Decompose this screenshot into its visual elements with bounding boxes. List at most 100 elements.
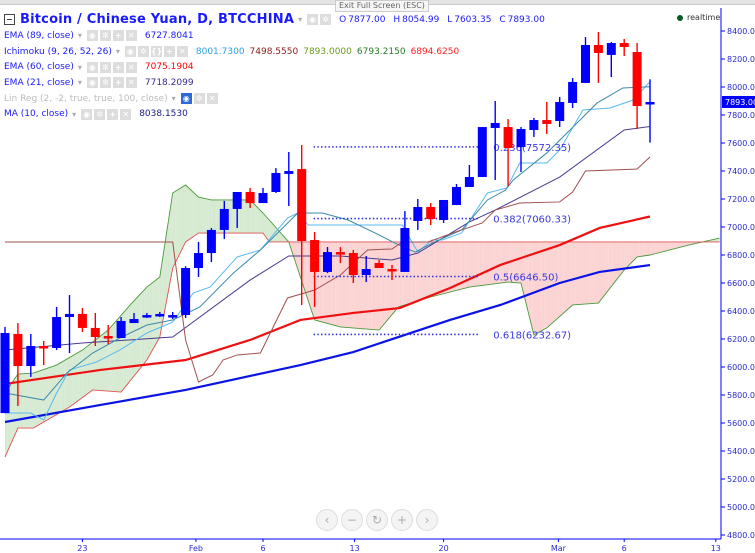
- candle-body: [542, 120, 552, 124]
- cloud-segment: [428, 241, 431, 298]
- price-tick-label: 6200.00: [727, 335, 755, 344]
- price-tick-label: 5400.00: [727, 447, 755, 456]
- eye-icon[interactable]: ◉: [86, 77, 98, 89]
- chevron-down-icon[interactable]: ▾: [171, 94, 176, 104]
- eye-icon[interactable]: ◉: [307, 14, 319, 25]
- indicator-label[interactable]: EMA (89, close): [4, 30, 74, 41]
- candle-body: [335, 252, 345, 255]
- chevron-down-icon[interactable]: ▾: [298, 15, 303, 24]
- zoom-in-icon[interactable]: +: [391, 509, 413, 531]
- cloud-segment: [549, 241, 552, 326]
- cloud-segment: [206, 198, 209, 234]
- chevron-down-icon[interactable]: ▾: [77, 78, 82, 88]
- close-icon[interactable]: ✕: [125, 61, 137, 73]
- plus-icon[interactable]: +: [112, 61, 124, 73]
- cloud-segment: [337, 241, 341, 327]
- reset-icon[interactable]: ↻: [366, 509, 388, 531]
- cloud-segment: [278, 230, 282, 242]
- close-icon[interactable]: ✕: [120, 108, 132, 120]
- chevron-down-icon[interactable]: ▾: [77, 31, 82, 41]
- cloud-segment: [678, 241, 681, 248]
- plus-icon[interactable]: +: [112, 77, 124, 89]
- cloud-segment: [717, 238, 720, 242]
- cloud-segment: [551, 241, 555, 324]
- collapse-legend-icon[interactable]: [4, 14, 15, 25]
- eye-icon[interactable]: ◉: [81, 108, 93, 120]
- plus-icon[interactable]: +: [163, 46, 175, 58]
- candle-body: [168, 315, 178, 318]
- plus-icon[interactable]: +: [107, 108, 119, 120]
- cloud-segment: [371, 241, 374, 330]
- cloud-segment: [306, 241, 310, 305]
- chevron-left-icon[interactable]: ‹: [316, 509, 338, 531]
- candle-body: [503, 127, 513, 149]
- cloud-segment: [51, 365, 55, 418]
- cloud-segment: [136, 295, 140, 373]
- price-tick-label: 5800.00: [727, 391, 755, 400]
- candle-body: [400, 227, 410, 272]
- plus-icon[interactable]: +: [112, 30, 124, 42]
- cloud-segment: [438, 241, 442, 296]
- cloud-segment: [495, 241, 498, 284]
- time-tick-label: Mar: [551, 544, 567, 553]
- indicator-label[interactable]: EMA (60, close): [4, 62, 74, 73]
- candle-body: [219, 208, 229, 230]
- price-tick-label: 5000.00: [727, 503, 755, 512]
- chevron-down-icon[interactable]: ▾: [72, 109, 77, 119]
- gear-icon[interactable]: ✲: [137, 46, 149, 58]
- cloud-segment: [567, 241, 571, 310]
- indicator-value: 7498.5550: [249, 46, 299, 57]
- cloud-segment: [624, 241, 627, 270]
- time-tick-label: 20: [439, 544, 449, 553]
- eye-icon[interactable]: ◉: [86, 61, 98, 73]
- close-icon[interactable]: ✕: [125, 30, 137, 42]
- cloud-segment: [634, 241, 638, 260]
- gear-icon[interactable]: ✲: [94, 108, 106, 120]
- braces-icon[interactable]: {}: [150, 46, 163, 58]
- time-tick-label: 6: [260, 544, 265, 553]
- cloud-segment: [410, 241, 413, 304]
- chevron-right-icon[interactable]: ›: [416, 509, 438, 531]
- price-tick-label: 8200.00: [727, 55, 755, 64]
- candle-body: [452, 186, 461, 206]
- cloud-segment: [30, 373, 34, 429]
- indicator-label[interactable]: MA (10, close): [4, 109, 69, 120]
- cloud-segment: [283, 236, 287, 242]
- cloud-segment: [665, 241, 669, 252]
- price-tick-label: 7600.00: [727, 139, 755, 148]
- gear-icon[interactable]: ✲: [99, 61, 111, 73]
- indicator-label[interactable]: Lin Reg (2, -2, true, true, 100, close): [4, 93, 168, 104]
- cloud-segment: [492, 241, 496, 285]
- indicator-label[interactable]: Ichimoku (9, 26, 52, 26): [4, 46, 112, 57]
- candle-body: [619, 43, 629, 47]
- eye-icon[interactable]: ◉: [86, 30, 98, 42]
- cloud-segment: [319, 241, 323, 323]
- cloud-segment: [33, 372, 36, 429]
- chevron-down-icon[interactable]: ▾: [115, 47, 120, 57]
- candle-body: [232, 192, 242, 209]
- cloud-segment: [368, 241, 372, 330]
- cloud-segment: [244, 199, 248, 234]
- gear-icon[interactable]: ✲: [99, 77, 111, 89]
- close-icon[interactable]: ✕: [125, 77, 137, 89]
- cloud-segment: [185, 185, 189, 242]
- gear-icon[interactable]: ✲: [320, 14, 332, 25]
- cloud-segment: [544, 241, 547, 330]
- eye-icon[interactable]: ◉: [124, 46, 136, 58]
- close-icon[interactable]: ✕: [206, 93, 218, 105]
- indicator-label[interactable]: EMA (21, close): [4, 77, 74, 88]
- symbol-title[interactable]: Bitcoin / Chinese Yuan, D, BTCCHINA: [20, 12, 295, 27]
- cloud-segment: [668, 241, 671, 251]
- gear-icon[interactable]: ✲: [99, 30, 111, 42]
- candle-body: [477, 127, 487, 178]
- close-icon[interactable]: ✕: [176, 46, 188, 58]
- gear-icon[interactable]: ✲: [193, 93, 205, 105]
- cloud-segment: [149, 283, 153, 356]
- zoom-out-icon[interactable]: −: [341, 509, 363, 531]
- eye-icon[interactable]: ◉: [180, 93, 192, 105]
- candle-body: [39, 346, 49, 349]
- chevron-down-icon[interactable]: ▾: [77, 62, 82, 72]
- candle-body: [555, 101, 565, 122]
- cloud-segment: [497, 241, 501, 284]
